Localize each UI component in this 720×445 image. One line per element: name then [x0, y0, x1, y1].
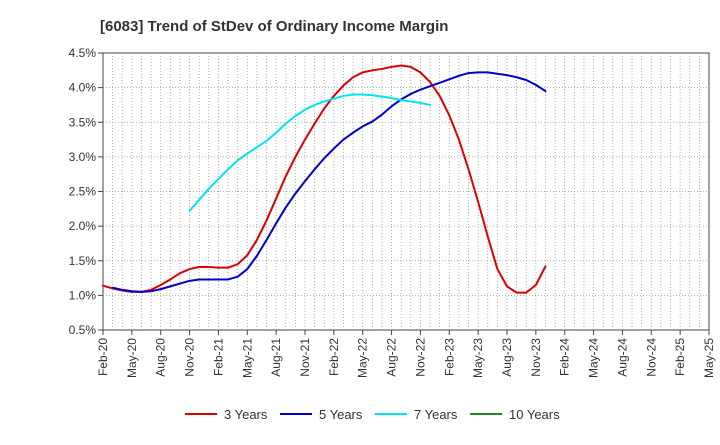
x-tick-label: Aug-24	[615, 338, 629, 377]
y-tick-label: 4.5%	[69, 46, 97, 60]
legend-label: 7 Years	[414, 407, 458, 422]
x-tick-label: May-25	[702, 338, 716, 378]
y-axis: 0.5% 1.0% 1.5% 2.0% 2.5% 3.0% 3.5% 4.0% 4.5%	[69, 46, 103, 337]
y-tick-label: 1.5%	[69, 254, 97, 268]
x-tick-label: Nov-23	[529, 338, 543, 377]
legend-label: 10 Years	[509, 407, 560, 422]
y-tick-label: 1.0%	[69, 288, 97, 302]
x-tick-label: Feb-21	[211, 338, 225, 376]
x-tick-label: Nov-20	[183, 338, 197, 377]
x-tick-label: May-21	[240, 338, 254, 378]
chart-title: [6083] Trend of StDev of Ordinary Income…	[100, 18, 448, 35]
x-tick-label: Nov-22	[413, 338, 427, 377]
y-tick-label: 3.5%	[69, 115, 97, 129]
x-tick-label: Aug-21	[269, 338, 283, 377]
y-tick-label: 2.5%	[69, 185, 97, 199]
y-tick-label: 4.0%	[69, 81, 97, 95]
x-tick-label: Feb-25	[673, 338, 687, 376]
x-tick-label: May-23	[471, 338, 485, 378]
y-tick-label: 0.5%	[69, 323, 97, 337]
x-tick-label: Nov-21	[298, 338, 312, 377]
x-tick-label: Feb-24	[558, 338, 572, 376]
legend-label: 3 Years	[224, 407, 268, 422]
series-line-5-years	[111, 71, 547, 293]
x-tick-label: May-22	[356, 338, 370, 378]
x-tick-label: Feb-22	[327, 338, 341, 376]
y-tick-label: 2.0%	[69, 219, 97, 233]
legend-label: 5 Years	[319, 407, 363, 422]
x-tick-label: Aug-22	[385, 338, 399, 377]
x-tick-label: Aug-20	[154, 338, 168, 377]
x-tick-label: Nov-24	[644, 338, 658, 377]
series-line-3-years	[102, 64, 547, 294]
x-axis: Feb-20 May-20 Aug-20 Nov-20 Feb-21 May-21 Aug-…	[96, 330, 716, 378]
series-line-7-years	[188, 93, 432, 212]
x-tick-label: May-20	[125, 338, 139, 378]
gridlines	[103, 53, 709, 330]
legend: 3 Years 5 Years 7 Years 10 Years	[185, 407, 560, 422]
y-tick-label: 3.0%	[69, 150, 97, 164]
x-tick-label: Aug-23	[500, 338, 514, 377]
x-tick-label: Feb-23	[442, 338, 456, 376]
series-lines	[102, 64, 547, 294]
x-tick-label: May-24	[587, 338, 601, 378]
x-tick-label: Feb-20	[96, 338, 110, 376]
